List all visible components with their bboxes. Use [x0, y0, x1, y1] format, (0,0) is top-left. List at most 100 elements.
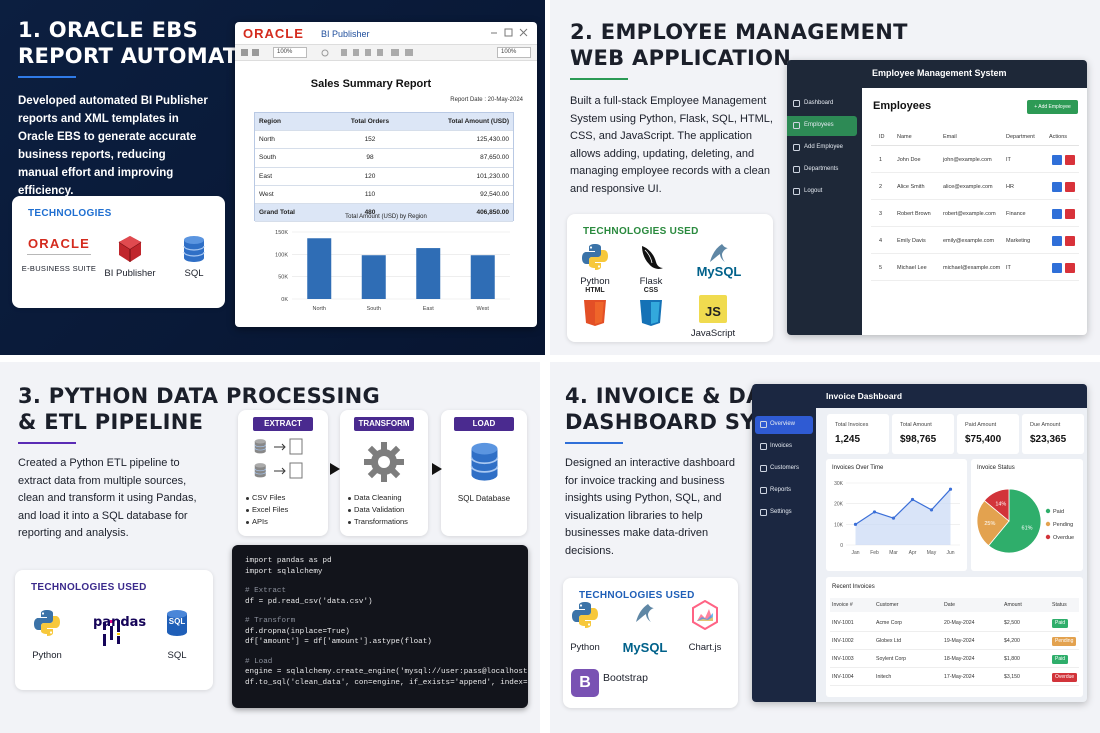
table-cell: South — [259, 154, 276, 162]
zoom-select[interactable]: 100% — [273, 47, 307, 58]
table-cell: $3,150 — [1004, 674, 1020, 680]
pie-chart: 61% Paid 25% Pending 14% Overdue — [976, 488, 1074, 554]
tech-icon — [183, 236, 205, 262]
table-row: North 152 125,430.00 — [255, 131, 513, 150]
tech-card: TECHNOLOGIES USED Python pandas SQL SQL — [15, 570, 213, 690]
table-row — [830, 633, 1079, 650]
column-header: Department — [1006, 134, 1035, 140]
legend-label: Pending — [1053, 522, 1073, 528]
edit-button[interactable] — [1052, 155, 1062, 165]
table-cell: 4 — [879, 238, 883, 244]
kpi-value: $98,765 — [900, 434, 937, 445]
tech-badge: B — [579, 674, 591, 691]
nav-item[interactable]: Add Employee — [787, 138, 857, 158]
nav-item[interactable]: Logout — [787, 182, 857, 202]
slice-label: 25% — [984, 521, 995, 527]
app-title: Employee Management System — [872, 68, 1007, 78]
table-cell: $1,800 — [1004, 656, 1020, 662]
tech-label: Chart.js — [688, 642, 722, 653]
table-cell: INV-1001 — [832, 620, 854, 626]
stage-title: LOAD — [454, 417, 514, 431]
status-badge: Overdue — [1052, 673, 1078, 682]
legend-swatch — [1045, 521, 1051, 527]
title-underline — [565, 442, 623, 444]
tech-label: Python — [32, 650, 62, 661]
report-window: ORACLE BI Publisher 100% 100% Sales Summary … — [235, 22, 537, 327]
data-point — [891, 516, 896, 520]
table-cell: INV-1004 — [832, 674, 854, 680]
project-panel: 2. EMPLOYEE MANAGEMENT WEB APPLICATION Bui… — [550, 0, 1100, 355]
line-chart: 0 10K 20K 30K Jan Feb Mar Apr May Jun — [834, 481, 960, 556]
chart-title: Invoice Status — [977, 465, 1015, 471]
app-name: BI Publisher — [321, 29, 370, 39]
kpi-label: Total Amount — [900, 422, 932, 428]
card-title: Recent Invoices — [832, 584, 875, 590]
project-panel: 4. INVOICE & DATA DASHBOARD SYSTEM Designe… — [550, 362, 1100, 733]
project-description: Designed an interactive dashboard for in… — [565, 457, 736, 557]
tech-icon — [636, 604, 654, 622]
edit-button[interactable] — [1052, 209, 1062, 219]
brand-logo: ORACLE — [243, 26, 304, 41]
tech-label: BI Publisher — [104, 268, 156, 279]
nav-item[interactable]: Settings — [755, 504, 813, 522]
code-line: import pandas as pd — [245, 557, 332, 565]
add-button[interactable]: + Add Employee — [1027, 100, 1078, 114]
delete-button[interactable] — [1065, 263, 1075, 273]
stage-item: Transformations — [354, 517, 408, 526]
nav-item[interactable]: Departments — [787, 160, 857, 180]
nav-label: Overview — [770, 421, 796, 427]
delete-button[interactable] — [1065, 209, 1075, 219]
bar — [416, 248, 441, 299]
tech-icon — [103, 620, 120, 646]
tech-icon — [34, 610, 60, 636]
nav-item[interactable]: Customers — [755, 460, 813, 478]
delete-button[interactable] — [1065, 155, 1075, 165]
tech-icon — [167, 610, 187, 636]
edit-button[interactable] — [1052, 263, 1062, 273]
table-row: 4 Emily Davis emily@example.com Marketing — [871, 230, 1079, 254]
tech-label: JavaScript — [690, 328, 736, 339]
table-cell: 101,230.00 — [476, 172, 509, 180]
table-cell: IT — [1006, 157, 1011, 163]
status-badge: Paid — [1052, 619, 1069, 628]
table-header: Region Total Orders Total Amount (USD) — [255, 113, 513, 132]
nav-item[interactable]: Reports — [755, 482, 813, 500]
dashboard-window: Invoice Dashboard Overview Invoices Custome… — [752, 384, 1087, 702]
project-title: & ETL PIPELINE — [18, 410, 204, 434]
table-row: 5 Michael Lee michael@example.com IT — [871, 257, 1079, 281]
nav-label: Logout — [804, 188, 823, 194]
delete-button[interactable] — [1065, 182, 1075, 192]
x-tick-label: Apr — [909, 550, 917, 556]
delete-button[interactable] — [1065, 236, 1075, 246]
table-cell: 406,850.00 — [476, 209, 509, 216]
table-cell: Soylent Corp — [876, 656, 906, 662]
table-row: South 98 87,650.00 — [255, 149, 513, 168]
edit-button[interactable] — [1052, 236, 1062, 246]
bullet — [246, 509, 249, 512]
table-cell: 5 — [879, 265, 883, 271]
code-line: # Load — [245, 657, 273, 666]
nav-item[interactable]: Dashboard — [787, 94, 857, 114]
table-cell: Robert Brown — [897, 211, 931, 217]
bullet — [246, 497, 249, 500]
table-cell: INV-1003 — [832, 656, 854, 662]
nav-label: Employees — [804, 122, 834, 128]
nav-icon — [760, 487, 767, 494]
nav-item[interactable]: Overview — [755, 416, 813, 434]
y-tick-label: 30K — [834, 481, 844, 487]
pie-slice — [983, 488, 1010, 522]
nav-item[interactable]: Invoices — [755, 438, 813, 456]
column-header: Status — [1052, 602, 1067, 608]
stage-item: Data Cleaning — [354, 493, 402, 502]
table-cell: Globex Ltd — [876, 638, 902, 644]
project-title: 3. PYTHON DATA PROCESSING — [18, 384, 381, 408]
title-underline — [18, 76, 76, 78]
project-description: Developed automated BI Publisher reports… — [18, 95, 208, 197]
dashboard-title: Invoice Dashboard — [826, 391, 903, 401]
code-line: df['amount'] = df['amount'].astype(float… — [245, 638, 432, 646]
zoom-select[interactable]: 100% — [497, 47, 531, 58]
edit-button[interactable] — [1052, 182, 1062, 192]
nav-item[interactable]: Employees — [787, 116, 857, 136]
table-cell: $2,500 — [1004, 620, 1020, 626]
